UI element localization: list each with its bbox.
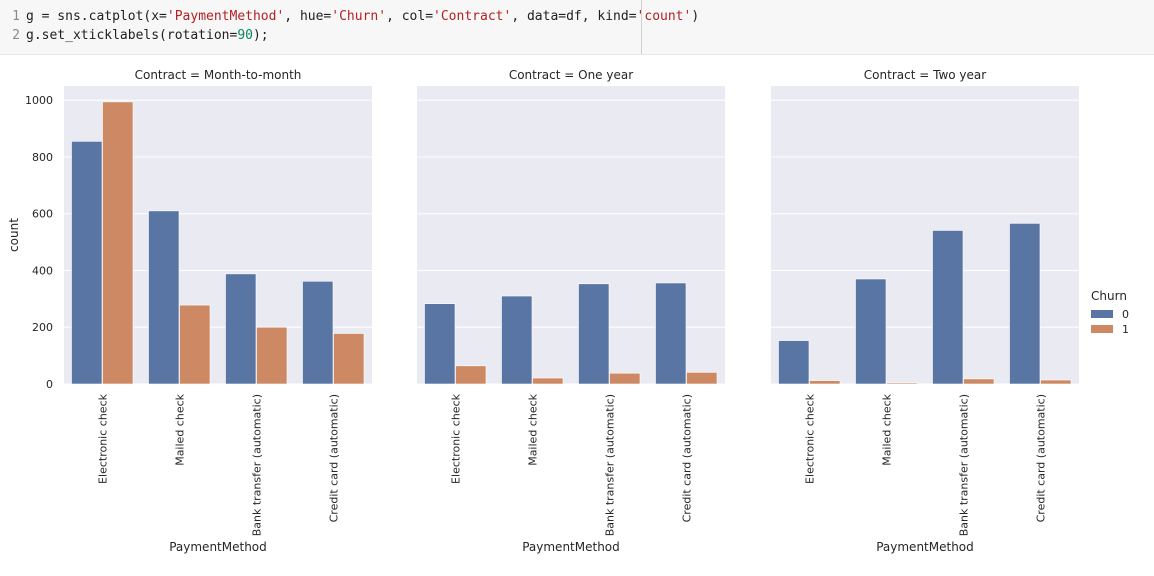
y-axis-label: count	[7, 218, 21, 252]
bar-churn-1	[609, 372, 641, 385]
legend-label: 0	[1122, 308, 1129, 321]
x-tick-label: Credit card (automatic)	[328, 394, 341, 522]
legend-label: 1	[1122, 323, 1129, 336]
code-token: , col=	[386, 9, 434, 24]
bar-churn-1	[333, 333, 365, 385]
panel-title: Contract = Two year	[864, 68, 986, 82]
y-tick-label: 1000	[25, 94, 53, 107]
x-axis-label: PaymentMethod	[522, 540, 620, 554]
line-number: 2	[12, 28, 20, 43]
x-tick-label: Credit card (automatic)	[681, 394, 694, 522]
bar-churn-1	[179, 304, 211, 385]
x-tick-label: Electronic check	[804, 393, 817, 484]
bar-churn-0	[148, 210, 180, 385]
x-tick-label: Mailed check	[881, 393, 894, 465]
legend-swatch-1	[1091, 325, 1113, 333]
bar-churn-1	[256, 326, 288, 385]
x-tick-label: Credit card (automatic)	[1035, 394, 1048, 522]
bar-churn-0	[778, 340, 810, 385]
x-tick-label: Electronic check	[450, 393, 463, 484]
x-tick-label: Mailed check	[174, 393, 187, 465]
x-axis-label: PaymentMethod	[169, 540, 267, 554]
text-cursor	[641, 0, 642, 54]
code-cell[interactable]: 1 g = sns.catplot(x='PaymentMethod', hue=…	[0, 0, 1154, 55]
code-token: , data=df, kind=	[511, 9, 637, 24]
code-token: , hue=	[284, 9, 332, 24]
bar-churn-1	[886, 382, 918, 385]
bar-churn-1	[455, 365, 487, 385]
bar-churn-0	[501, 295, 533, 385]
code-line-2[interactable]: 2 g.set_xticklabels(rotation=90);	[0, 26, 269, 46]
bar-churn-1	[686, 372, 718, 385]
x-tick-label: Electronic check	[97, 393, 110, 484]
bar-churn-1	[963, 378, 995, 385]
panel-title: Contract = One year	[509, 68, 633, 82]
bar-churn-0	[855, 278, 887, 385]
code-token: )	[691, 9, 700, 24]
bar-churn-1	[809, 380, 841, 385]
x-axis-label: PaymentMethod	[876, 540, 974, 554]
code-token: 'Contract'	[433, 9, 512, 24]
code-token: 'Churn'	[331, 9, 387, 24]
bar-churn-0	[225, 273, 257, 385]
bar-churn-1	[532, 377, 564, 385]
x-tick-label: Bank transfer (automatic)	[604, 394, 617, 536]
bar-churn-1	[1040, 379, 1072, 385]
bar-churn-0	[1009, 223, 1041, 385]
legend-swatch-0	[1091, 310, 1113, 318]
bar-churn-0	[302, 280, 334, 385]
panel-title: Contract = Month-to-month	[135, 68, 302, 82]
code-token: 90	[237, 28, 253, 43]
bar-churn-0	[578, 283, 610, 385]
line-number: 1	[12, 9, 20, 24]
y-tick-label: 800	[32, 151, 53, 164]
bar-churn-1	[102, 101, 134, 385]
x-tick-label: Bank transfer (automatic)	[251, 394, 264, 536]
y-tick-label: 400	[32, 264, 53, 277]
code-token: );	[252, 28, 269, 43]
catplot-figure: Contract = Month-to-month Electronic chec…	[7, 68, 1129, 554]
code-line-1[interactable]: 1 g = sns.catplot(x='PaymentMethod', hue=…	[0, 7, 699, 27]
y-tick-label: 600	[32, 208, 53, 221]
bar-churn-0	[71, 141, 103, 385]
bar-churn-0	[655, 282, 687, 385]
bar-churn-0	[424, 303, 456, 385]
code-token: g.set_xticklabels(rotation=	[26, 28, 238, 43]
y-tick-label: 0	[46, 378, 53, 391]
x-tick-label: Bank transfer (automatic)	[958, 394, 971, 536]
x-tick-label: Mailed check	[527, 393, 540, 465]
code-token: 'count'	[636, 9, 692, 24]
y-tick-label: 200	[32, 321, 53, 334]
bar-churn-0	[932, 230, 964, 385]
legend-title: Churn	[1091, 289, 1127, 303]
code-token: 'PaymentMethod'	[166, 9, 285, 24]
code-token: g = sns.catplot(x=	[26, 9, 167, 24]
